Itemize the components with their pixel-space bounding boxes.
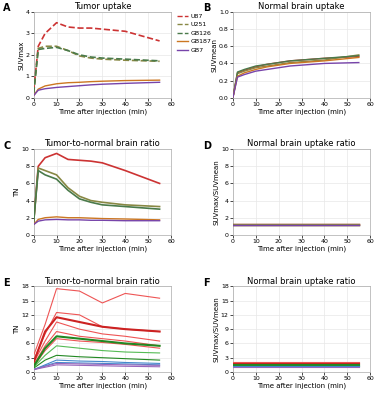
Text: C: C: [3, 140, 11, 150]
X-axis label: Time after injection (min): Time after injection (min): [58, 382, 147, 389]
Y-axis label: SUVmax/SUVmean: SUVmax/SUVmean: [214, 159, 220, 225]
Title: Normal brain uptake ratio: Normal brain uptake ratio: [247, 276, 356, 286]
Title: Normal brain uptake ratio: Normal brain uptake ratio: [247, 139, 356, 148]
Text: A: A: [3, 4, 11, 14]
Y-axis label: SUVmax: SUVmax: [18, 40, 24, 70]
Y-axis label: SUVmean: SUVmean: [211, 38, 217, 72]
X-axis label: Time after injection (min): Time after injection (min): [257, 382, 346, 389]
X-axis label: Time after injection (min): Time after injection (min): [257, 246, 346, 252]
Y-axis label: TN: TN: [14, 187, 20, 197]
Text: D: D: [203, 140, 211, 150]
Title: Tumor uptake: Tumor uptake: [74, 2, 131, 11]
Text: E: E: [3, 278, 10, 288]
Text: F: F: [203, 278, 209, 288]
Text: B: B: [203, 4, 210, 14]
Title: Normal brain uptake: Normal brain uptake: [258, 2, 345, 11]
X-axis label: Time after injection (min): Time after injection (min): [257, 108, 346, 115]
Y-axis label: TN: TN: [14, 324, 20, 334]
Y-axis label: SUVmax/SUVmean: SUVmax/SUVmean: [214, 296, 220, 362]
Title: Tumor-to-normal brain ratio: Tumor-to-normal brain ratio: [45, 139, 160, 148]
X-axis label: Time after injection (min): Time after injection (min): [58, 108, 147, 115]
X-axis label: Time after injection (min): Time after injection (min): [58, 246, 147, 252]
Legend: U87, U251, GB126, GB187, GB7: U87, U251, GB126, GB187, GB7: [177, 14, 212, 53]
Title: Tumor-to-normal brain ratio: Tumor-to-normal brain ratio: [45, 276, 160, 286]
